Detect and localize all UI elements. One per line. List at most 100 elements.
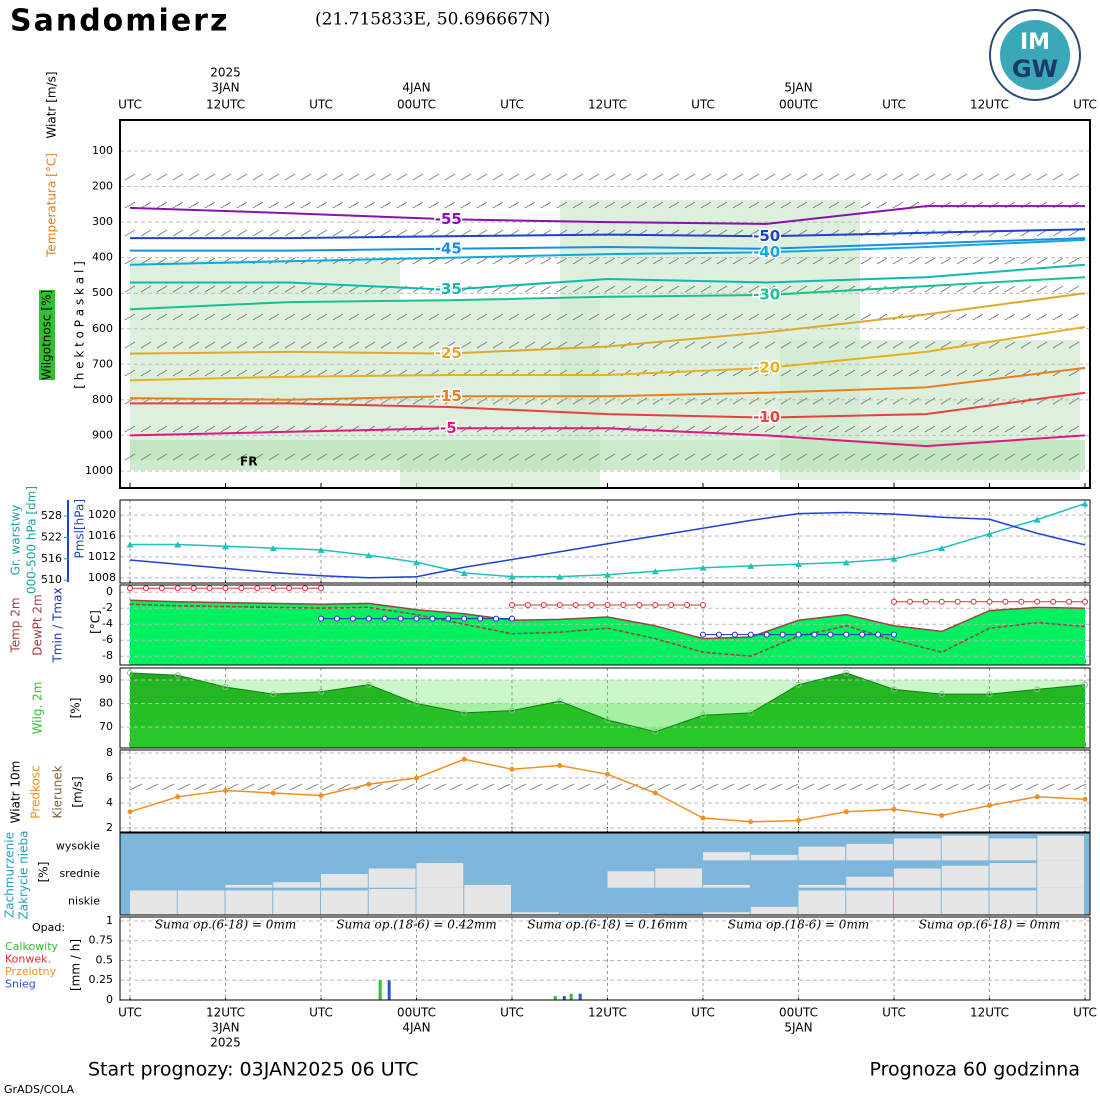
wind-barb: [668, 257, 680, 265]
wind-barb: [1004, 285, 1016, 293]
tmax-marker: [270, 585, 277, 592]
isotherm: [129, 366, 1086, 401]
marker: [652, 790, 658, 796]
wind-barb: [764, 313, 776, 321]
wind-barb: [764, 173, 776, 181]
wind-barb: [668, 313, 680, 321]
wind-barb: [492, 453, 504, 461]
cloud-bar: [846, 843, 893, 861]
isotherm: [129, 238, 1086, 266]
wind-barb: [700, 201, 712, 209]
wind-barb: [540, 173, 552, 181]
cloud-bar: [703, 852, 750, 861]
wind-barb: [188, 453, 200, 461]
wind-barb: [652, 257, 664, 265]
tmax-marker: [572, 602, 579, 608]
wind-barb: [396, 453, 408, 461]
wind-barb: [444, 397, 456, 405]
wind-barb: [156, 369, 168, 377]
wind-barb: [1020, 285, 1032, 293]
wind-barb: [428, 257, 440, 265]
wind-barb: [236, 229, 248, 237]
x-tick-label: UTC: [309, 1006, 333, 1020]
wind-barb: [764, 369, 776, 377]
wind-barb: [508, 341, 520, 349]
wind-barb: [716, 453, 728, 461]
y-tick-label: 700: [92, 357, 113, 370]
marker: [222, 684, 229, 691]
wind-barb: [156, 313, 168, 321]
wind-barb: [444, 341, 456, 349]
wind-barb: [668, 173, 680, 181]
wind-barb: [332, 313, 344, 321]
wind-barb: [529, 783, 543, 791]
footer-start: Start prognozy: 03JAN2025 06 UTC: [88, 1059, 418, 1081]
wind-barb: [412, 173, 424, 181]
wind-barb: [396, 173, 408, 181]
cloud-bar: [368, 889, 416, 915]
wind-barb: [460, 173, 472, 181]
wind-barb: [844, 369, 856, 377]
wind-barb: [1057, 783, 1071, 791]
y-tick-label: 2: [106, 821, 113, 834]
cloud-bar: [130, 890, 177, 915]
wind-barb: [780, 369, 792, 377]
wind-barb: [764, 397, 776, 405]
marker: [747, 709, 754, 716]
wind-barb: [716, 313, 728, 321]
x-tick-label: 12UTC: [970, 98, 1009, 112]
wind-barb: [524, 173, 536, 181]
wind-barb: [268, 453, 280, 461]
isotherm-label: -55: [435, 210, 462, 228]
wind-barb: [748, 425, 760, 433]
wind-barb: [780, 285, 792, 293]
wind-barb: [828, 453, 840, 461]
tmax-marker: [652, 602, 659, 608]
wind-barb: [748, 257, 760, 265]
y-tick-label: 1: [106, 914, 113, 927]
isotherm: [129, 276, 1086, 311]
wind-barb: [444, 201, 456, 209]
tmin-marker: [461, 615, 468, 622]
wind-barb: [764, 425, 776, 433]
axis-label: Gr. warstwy: [9, 505, 23, 576]
wind-barb: [380, 453, 392, 461]
wind-barb: [540, 257, 552, 265]
wind-barb: [284, 201, 296, 209]
wind-barb: [748, 369, 760, 377]
layer-label: niskie: [68, 894, 100, 907]
x-tick-label: UTC: [1073, 98, 1097, 112]
wind-barb: [284, 313, 296, 321]
cloud-bar: [894, 890, 941, 915]
marker: [891, 686, 897, 693]
marker: [174, 541, 182, 548]
wind-barb: [716, 285, 728, 293]
wind-barb: [476, 313, 488, 321]
wind-barb: [316, 313, 328, 321]
tmax-marker: [158, 585, 165, 592]
wind-barb: [940, 453, 952, 461]
cloud-bar: [941, 865, 989, 888]
wind-barb: [876, 257, 888, 265]
wind-barb: [268, 201, 280, 209]
precip-bar: [387, 980, 391, 1000]
cloud-bar: [989, 863, 1037, 888]
marker: [366, 781, 372, 787]
wind-barb: [513, 783, 527, 791]
wind-barb: [732, 397, 744, 405]
wind-barb: [684, 313, 696, 321]
wind-barb: [252, 285, 264, 293]
wind-barb: [588, 285, 600, 293]
footer-credit: GrADS/COLA: [4, 1083, 74, 1096]
wind-barb: [1073, 783, 1087, 791]
tmin-marker: [811, 631, 818, 638]
x-tick-label: 12UTC: [970, 1006, 1009, 1020]
tmin-marker: [365, 615, 372, 622]
cloud-bar: [464, 884, 511, 888]
cloud-bar: [894, 838, 941, 861]
wind-barb: [412, 397, 424, 405]
isotherm-label: -40: [753, 243, 780, 261]
wind-barb: [876, 173, 888, 181]
tmin-marker: [715, 631, 722, 638]
tmin-marker: [429, 615, 436, 622]
